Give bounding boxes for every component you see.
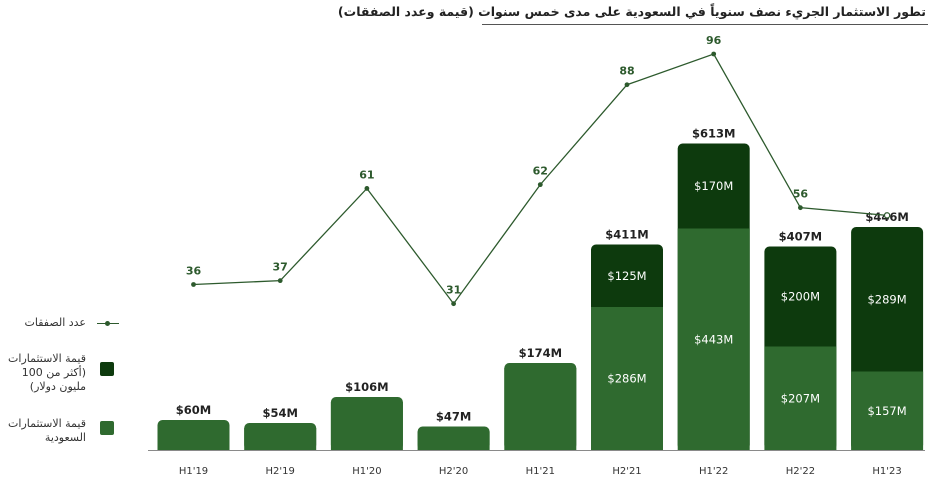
x-tick-label-2: H1'20 bbox=[352, 466, 381, 477]
bar-large-label-8: $289M bbox=[867, 292, 906, 306]
x-tick-label-5: H2'21 bbox=[612, 466, 641, 477]
legend-label-deals: عدد الصفقات bbox=[24, 316, 86, 329]
bar-saudi-label-7: $207M bbox=[781, 391, 820, 405]
deals-label-6: 96 bbox=[706, 34, 722, 47]
deals-label-7: 56 bbox=[793, 188, 809, 201]
legend-swatch-saudi bbox=[100, 421, 114, 435]
bar-saudi-body-0 bbox=[157, 425, 230, 450]
deals-point-6 bbox=[711, 51, 717, 57]
legend-line-dot bbox=[105, 321, 110, 326]
deals-point-1 bbox=[277, 278, 283, 284]
bar-total-label-0: $60M bbox=[176, 403, 211, 417]
deals-point-8 bbox=[883, 212, 891, 219]
legend-label-large-3: مليون دولار) bbox=[29, 380, 86, 393]
deals-label-8: 54 bbox=[879, 195, 895, 208]
deals-point-2 bbox=[364, 186, 370, 191]
bar-total-label-6: $613M bbox=[692, 127, 735, 141]
x-tick-label-4: H1'21 bbox=[526, 466, 555, 477]
legend-label-saudi-1: قيمة الاستثمارات bbox=[8, 417, 86, 430]
deals-point-0 bbox=[191, 282, 196, 287]
bar-large-label-6: $170M bbox=[694, 179, 733, 193]
deals-label-4: 62 bbox=[533, 165, 548, 178]
bar-saudi-body-4 bbox=[504, 368, 577, 450]
title-underline bbox=[482, 24, 928, 25]
x-tick-label-7: H2'22 bbox=[786, 466, 815, 477]
bar-saudi-label-8: $157M bbox=[867, 404, 906, 418]
bar-total-label-5: $411M bbox=[605, 228, 648, 242]
legend-label-large-1: قيمة الاستثمارات bbox=[8, 352, 86, 365]
bar-saudi-label-6: $443M bbox=[694, 332, 733, 346]
bar-saudi-body-2 bbox=[330, 402, 403, 450]
deals-point-4 bbox=[537, 182, 543, 188]
bar-total-label-4: $174M bbox=[519, 346, 562, 360]
bar-saudi-8 bbox=[851, 371, 924, 450]
bar-total-label-1: $54M bbox=[262, 406, 297, 420]
bar-saudi-label-5: $286M bbox=[607, 372, 646, 386]
legend-label-large-2: (أكثر من 100 bbox=[21, 366, 86, 379]
bar-saudi-body-3 bbox=[417, 431, 490, 450]
bar-large-label-5: $125M bbox=[607, 269, 646, 283]
deals-label-1: 37 bbox=[273, 261, 288, 274]
bar-total-label-7: $407M bbox=[779, 230, 822, 244]
deals-point-3 bbox=[451, 301, 456, 307]
bar-large-label-7: $200M bbox=[781, 290, 820, 304]
bar-saudi-5 bbox=[591, 307, 663, 450]
x-tick-label-8: H1'23 bbox=[872, 466, 901, 477]
deals-label-5: 88 bbox=[619, 65, 634, 78]
x-tick-label-6: H1'22 bbox=[699, 466, 728, 477]
chart-title: تطور الاستثمار الجريء نصف سنوياً في السع… bbox=[337, 4, 926, 19]
x-tick-label-3: H2'20 bbox=[439, 466, 468, 477]
x-tick-label-0: H1'19 bbox=[179, 466, 208, 477]
deals-point-5 bbox=[624, 82, 630, 88]
legend-swatch-large bbox=[100, 362, 114, 376]
bar-total-label-3: $47M bbox=[436, 410, 471, 424]
deals-label-2: 61 bbox=[359, 168, 374, 181]
x-tick-label-1: H2'19 bbox=[266, 466, 295, 477]
bar-saudi-6 bbox=[677, 228, 750, 450]
bar-saudi-body-1 bbox=[244, 428, 317, 450]
deals-point-7 bbox=[798, 205, 803, 211]
deals-label-0: 36 bbox=[186, 265, 202, 278]
deals-label-3: 31 bbox=[446, 284, 461, 297]
bar-total-label-2: $106M bbox=[345, 380, 388, 394]
legend-label-saudi-2: السعودية bbox=[44, 431, 86, 444]
bar-saudi-7 bbox=[764, 346, 837, 450]
